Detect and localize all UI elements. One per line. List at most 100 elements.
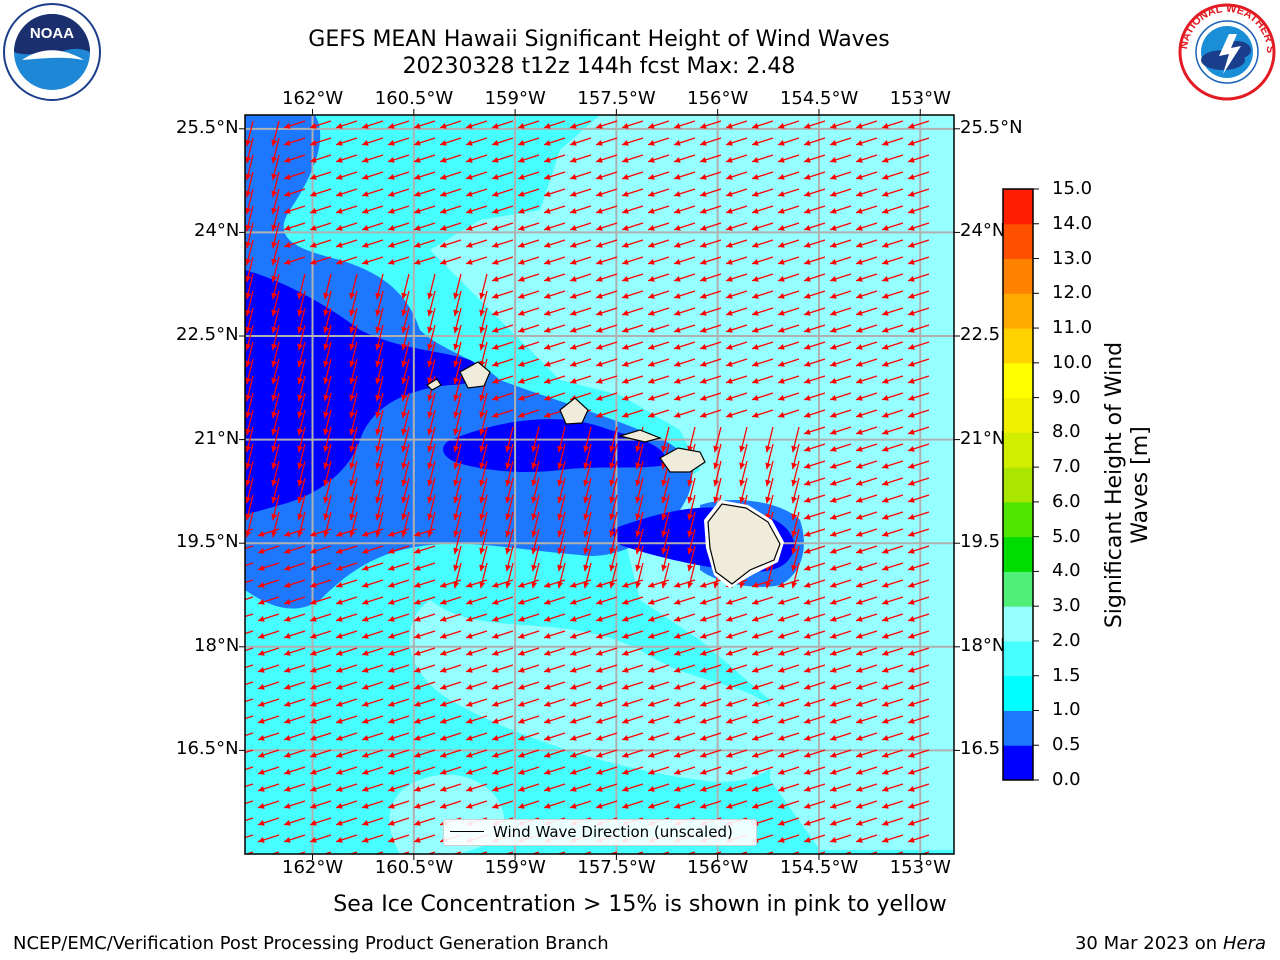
wave-arrowhead-665 <box>687 547 694 555</box>
wave-arrowhead-1004 <box>362 752 369 758</box>
wave-arrowhead-725 <box>830 565 837 571</box>
wave-arrowhead-1103 <box>830 803 837 809</box>
wave-arrowhead-300 <box>323 326 330 334</box>
wave-arrowhead-12 <box>544 123 551 129</box>
wave-arrowhead-1012 <box>570 752 577 758</box>
wave-arrowhead-351 <box>245 360 252 368</box>
wave-arrowhead-898 <box>414 684 421 690</box>
wave-arrowhead-533 <box>765 462 772 470</box>
wave-arrowhead-215 <box>908 242 915 248</box>
wave-arrowhead-1068 <box>622 786 629 792</box>
wave-arrowhead-1009 <box>492 752 499 758</box>
wave-arrowhead-1090 <box>492 803 499 809</box>
wave-arrowhead-563 <box>830 463 837 469</box>
wave-arrowhead-514 <box>271 462 278 470</box>
wave-arrowhead-359 <box>453 360 460 368</box>
wave-arrowhead-591 <box>856 480 863 486</box>
wave-arrowhead-198 <box>466 242 473 248</box>
wave-arrowhead-255 <box>544 276 551 282</box>
wave-arrowhead-658 <box>505 547 512 555</box>
wave-arrowhead-792 <box>466 616 473 622</box>
wave-arrowhead-784 <box>258 616 265 622</box>
wave-arrowhead-504 <box>713 445 720 453</box>
wave-arrowhead-1049 <box>830 769 837 775</box>
wave-arrowhead-66 <box>544 157 551 163</box>
wave-arrowhead-1047 <box>778 769 785 775</box>
lat-label-right-5: 18°N <box>960 634 1006 656</box>
wave-arrowhead-1166 <box>362 854 369 860</box>
wave-arrowhead-190 <box>271 258 278 266</box>
wave-arrowhead-165 <box>310 225 317 231</box>
wave-arrowhead-911 <box>752 684 759 690</box>
wave-arrowhead-329 <box>375 343 382 351</box>
wave-arrowhead-1099 <box>726 803 733 809</box>
wave-arrowhead-267 <box>856 276 863 282</box>
wave-arrowhead-454 <box>804 395 811 401</box>
wave-arrowhead-768 <box>544 599 551 605</box>
wave-arrowhead-829 <box>726 633 733 639</box>
wave-arrowhead-722 <box>765 581 772 589</box>
wave-arrowhead-943 <box>882 701 889 707</box>
wave-arrowhead-845 <box>440 650 447 656</box>
wave-arrowhead-1037 <box>518 769 525 775</box>
wave-arrowhead-482 <box>830 412 837 418</box>
lon-label-bottom-2: 159°W <box>484 857 546 878</box>
wave-arrowhead-544 <box>349 479 356 487</box>
wave-arrow-1167 <box>400 851 410 854</box>
wave-arrowhead-814 <box>336 633 343 639</box>
wave-arrowhead-49 <box>804 140 811 146</box>
wave-arrowhead-546 <box>401 479 408 487</box>
wave-arrowhead-278 <box>453 309 460 317</box>
wave-arrowhead-383 <box>375 377 382 385</box>
wave-arrow-1181 <box>764 851 774 854</box>
wave-arrowhead-1063 <box>492 786 499 792</box>
wave-arrowhead-467 <box>453 428 460 436</box>
wave-arrowhead-878 <box>596 667 603 673</box>
wave-arrowhead-489 <box>323 445 330 453</box>
wave-arrowhead-298 <box>271 326 278 334</box>
wave-arrowhead-883 <box>726 667 733 673</box>
wave-arrowhead-953 <box>440 718 447 724</box>
wave-arrowhead-259 <box>648 276 655 282</box>
wave-arrowhead-28 <box>271 156 278 164</box>
wave-arrowhead-682 <box>414 548 421 554</box>
wave-arrowhead-1058 <box>362 786 369 792</box>
wave-arrowhead-348 <box>856 327 863 333</box>
wave-arrow-1162 <box>270 851 280 854</box>
wave-arrowhead-738 <box>466 582 473 588</box>
wave-arrowhead-971 <box>908 718 915 724</box>
wave-arrowhead-347 <box>830 327 837 333</box>
wave-arrowhead-229 <box>570 259 577 265</box>
wave-arrowhead-840 <box>310 650 317 656</box>
wave-arrowhead-1138 <box>336 837 343 843</box>
wave-arrowhead-803 <box>752 616 759 622</box>
wave-arrowhead-243 <box>245 292 252 300</box>
wave-arrowhead-606 <box>557 513 564 521</box>
wave-arrowhead-459 <box>245 428 252 436</box>
wave-arrowhead-427 <box>804 378 811 384</box>
wave-arrowhead-81 <box>245 190 252 198</box>
wave-arrowhead-968 <box>830 718 837 724</box>
wave-arrowhead-313 <box>648 310 655 316</box>
wave-arrowhead-809 <box>908 616 915 622</box>
wave-arrowhead-223 <box>414 259 421 265</box>
wave-arrowhead-910 <box>726 684 733 690</box>
wave-arrowhead-271 <box>271 309 278 317</box>
wave-arrowhead-1045 <box>726 769 733 775</box>
lat-label-right-2: 22.5 <box>960 324 1001 345</box>
wave-arrowhead-1089 <box>466 803 473 809</box>
wave-arrowhead-291 <box>778 293 785 299</box>
wave-arrowhead-662 <box>609 547 616 555</box>
wave-arrowhead-1161 <box>232 854 239 860</box>
wave-arrowhead-646 <box>882 514 889 520</box>
colorbar <box>1003 188 1039 781</box>
wave-arrowhead-1057 <box>336 786 343 792</box>
wave-arrowhead-312 <box>622 310 629 316</box>
wave-arrowhead-927 <box>466 701 473 707</box>
graticule <box>245 115 954 854</box>
wave-arrowhead-338 <box>596 327 603 333</box>
wave-arrowhead-22 <box>804 123 811 129</box>
wave-arrow-1187 <box>920 851 930 854</box>
wave-arrowhead-919 <box>258 701 265 707</box>
wave-arrowhead-1101 <box>778 803 785 809</box>
